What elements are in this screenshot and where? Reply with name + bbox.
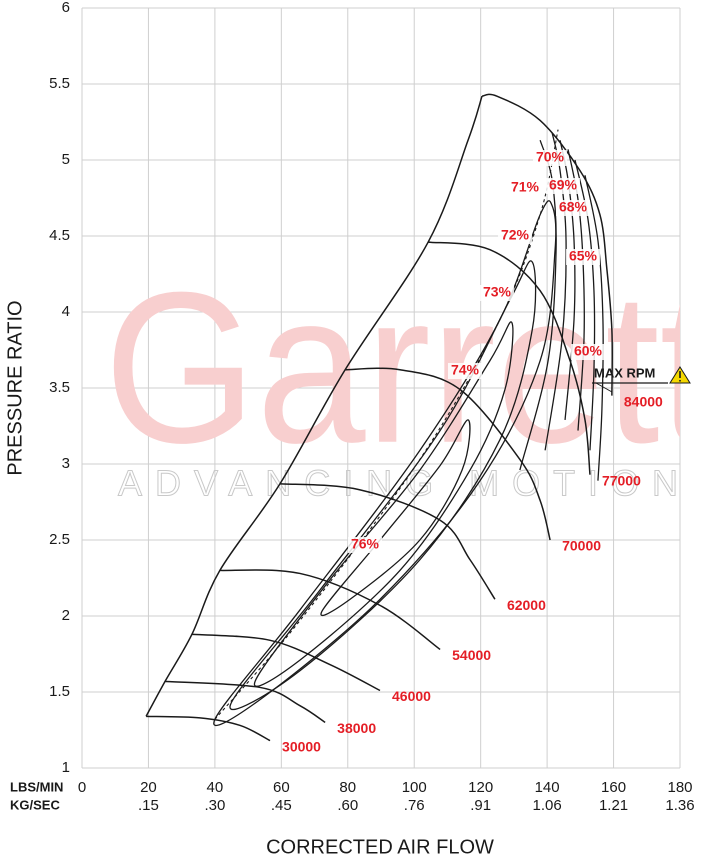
efficiency-label-bg xyxy=(508,180,542,196)
efficiency-label-bg xyxy=(348,537,382,553)
speed-line xyxy=(428,241,591,475)
efficiency-label: 76% xyxy=(351,536,380,552)
x-tick-label: 180 xyxy=(667,779,692,796)
speed-line-label: 70000 xyxy=(562,538,601,554)
efficiency-island xyxy=(584,175,604,481)
efficiency-label: 70% xyxy=(536,149,565,165)
y-tick-label: 5 xyxy=(62,151,70,168)
efficiency-label: 74% xyxy=(451,362,480,378)
x-axis-title: CORRECTED AIR FLOW xyxy=(266,836,494,858)
x2-tick-label: 1.06 xyxy=(533,797,562,814)
efficiency-label: 68% xyxy=(559,199,588,215)
y-tick-label: 3 xyxy=(62,455,70,472)
y-tick-label: 5.5 xyxy=(49,75,70,92)
speed-line xyxy=(146,715,271,742)
efficiency-label: 69% xyxy=(549,177,578,193)
grid xyxy=(81,7,681,769)
efficiency-island xyxy=(559,140,576,420)
callout-leader xyxy=(595,382,613,393)
x-tick-label: 160 xyxy=(601,779,626,796)
x2-tick-label: .60 xyxy=(337,797,358,814)
x2-tick-label: .30 xyxy=(204,797,225,814)
y-tick-label: 2 xyxy=(62,607,70,624)
y-tick-label: 1 xyxy=(62,759,70,776)
speed-line-label: 30000 xyxy=(282,738,321,754)
surge-line xyxy=(145,95,483,717)
speed-line-label: 46000 xyxy=(392,688,431,704)
efficiency-label: 73% xyxy=(483,284,512,300)
x-tick-label: 20 xyxy=(140,779,157,796)
efficiency-label: 60% xyxy=(574,343,603,359)
efficiency-label: 71% xyxy=(511,179,540,195)
efficiency-label: 72% xyxy=(501,227,530,243)
x-unit-label: LBS/MIN xyxy=(10,779,63,794)
x2-tick-label: .76 xyxy=(404,797,425,814)
speed-line xyxy=(481,93,614,396)
efficiency-label: 65% xyxy=(569,248,598,264)
x2-tick-label: .45 xyxy=(271,797,292,814)
x2-tick-label: .15 xyxy=(138,797,159,814)
efficiency-label-bg xyxy=(566,249,600,265)
efficiency-label-bg xyxy=(480,285,514,301)
y-tick-label: 6 xyxy=(62,0,70,16)
y-tick-label: 2.5 xyxy=(49,531,70,548)
efficiency-label-bg xyxy=(498,228,532,244)
speed-line xyxy=(219,569,441,651)
speed-line-label: 54000 xyxy=(452,647,491,663)
efficiency-island xyxy=(519,140,557,471)
map-labels: 76% 74% 73% 72% 71% 70% 69% 68% 65% 60% 30000 38000… xyxy=(282,149,663,755)
x2-tick-label: .91 xyxy=(470,797,491,814)
x2-tick-label: 1.36 xyxy=(665,797,694,814)
x-tick-label: 140 xyxy=(535,779,560,796)
speed-line xyxy=(191,633,381,692)
x2-tick-label: 1.21 xyxy=(599,797,628,814)
max-rpm-label: MAX RPM xyxy=(594,365,655,380)
speed-line-label: 38000 xyxy=(337,720,376,736)
y-tick-label: 4 xyxy=(62,303,70,320)
speed-line xyxy=(345,367,551,541)
speed-line-label: 84000 xyxy=(624,393,663,409)
y-tick-label: 1.5 xyxy=(49,683,70,700)
efficiency-label-bg xyxy=(546,178,580,194)
x-tick-label: 80 xyxy=(339,779,356,796)
speed-line-label: 77000 xyxy=(602,472,641,488)
speed-line xyxy=(165,680,326,724)
efficiency-label-bg xyxy=(556,200,590,216)
speed-line xyxy=(279,483,496,600)
efficiency-label-bg xyxy=(571,344,605,360)
y-tick-label: 3.5 xyxy=(49,379,70,396)
x-tick-label: 120 xyxy=(468,779,493,796)
max-rpm-callout: MAX RPM xyxy=(592,365,691,393)
max-efficiency-line xyxy=(214,129,559,720)
y-axis-title: PRESSURE RATIO xyxy=(4,300,26,475)
x-tick-label: 100 xyxy=(402,779,427,796)
y-tick-label: 4.5 xyxy=(49,227,70,244)
x2-unit-label: KG/SEC xyxy=(10,797,60,812)
x-tick-label: 0 xyxy=(78,779,86,796)
x-tick-label: 40 xyxy=(207,779,224,796)
efficiency-label-bg xyxy=(533,150,567,166)
efficiency-label-bg xyxy=(448,363,482,379)
speed-line-label: 62000 xyxy=(507,597,546,613)
x-tick-label: 60 xyxy=(273,779,290,796)
